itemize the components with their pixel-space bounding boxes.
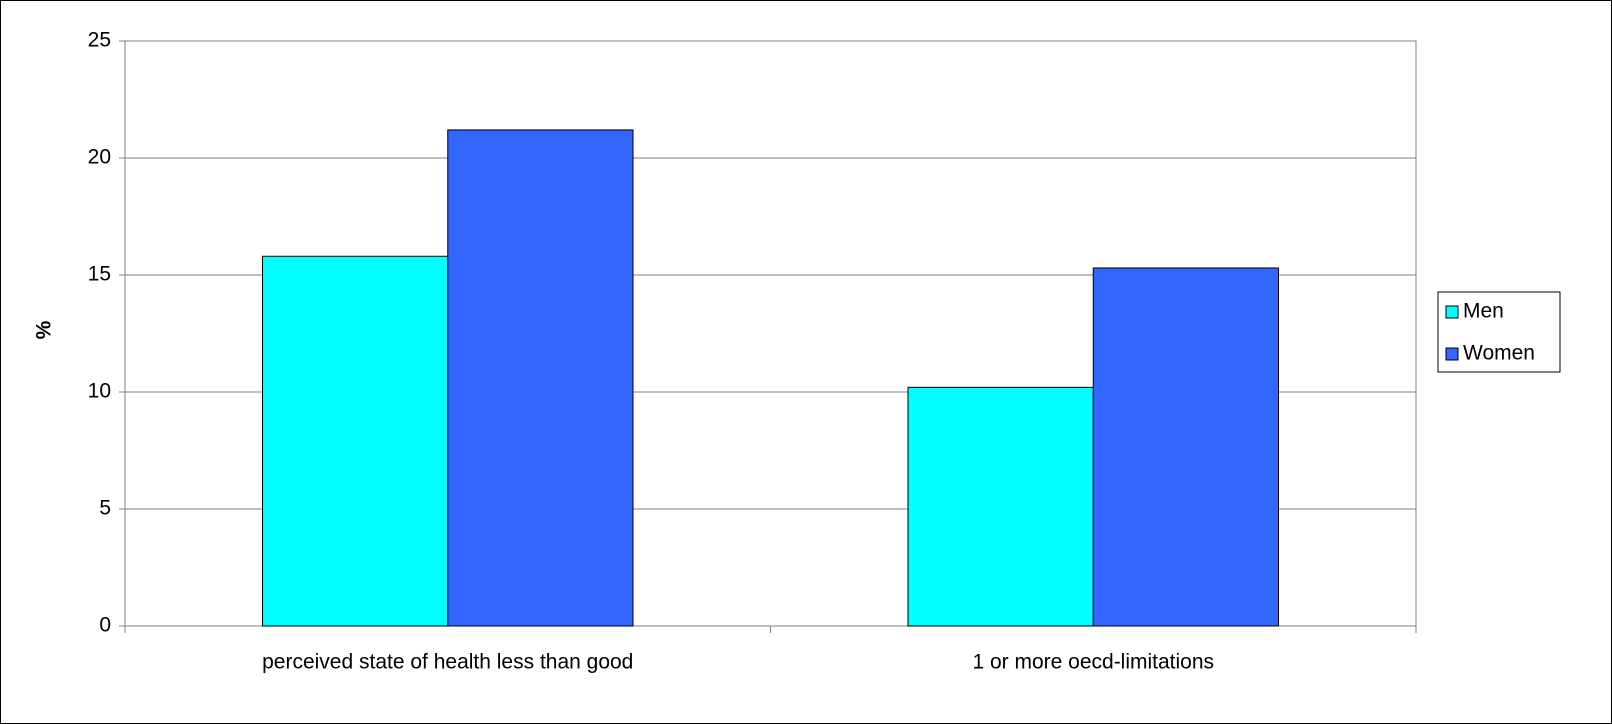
bar [447, 129, 634, 627]
y-tick-label: 20 [88, 146, 111, 169]
legend-label: Women [1463, 342, 1535, 365]
y-tick-label: 10 [88, 380, 111, 403]
y-tick-label: 25 [88, 29, 111, 52]
x-tick-label: 1 or more oecd-limitations [972, 651, 1214, 674]
bar [907, 386, 1094, 627]
bar [1092, 267, 1280, 627]
legend-swatch [1445, 347, 1459, 361]
legend-label: Men [1463, 300, 1504, 323]
y-tick-label: 15 [88, 263, 111, 286]
legend-swatch [1445, 305, 1459, 319]
y-tick-label: 0 [99, 614, 111, 637]
y-axis-label: % [33, 320, 56, 339]
y-tick-label: 5 [99, 497, 111, 520]
bar [261, 255, 449, 627]
x-tick-label: perceived state of health less than good [262, 651, 633, 674]
